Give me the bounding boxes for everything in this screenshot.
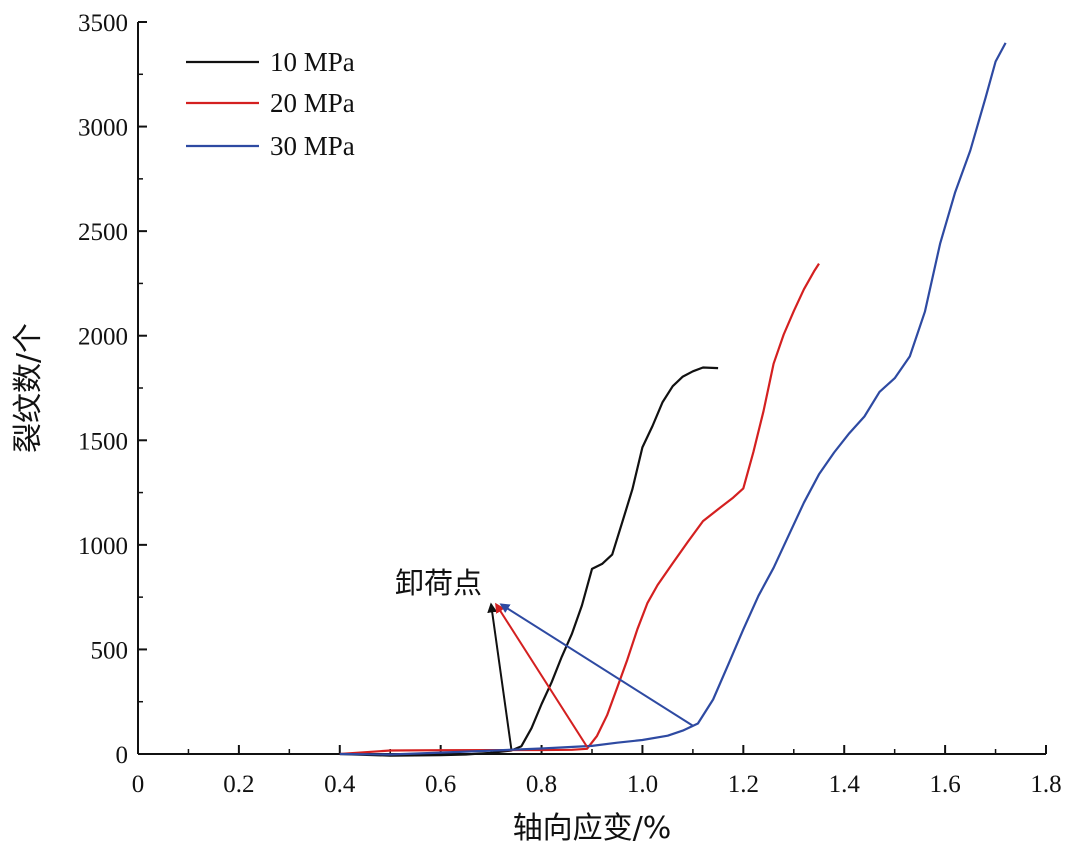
y-tick-label-2: 1000	[78, 533, 128, 560]
x-tick-label-4: 0.8	[526, 771, 557, 798]
legend-label-30mpa: 30 MPa	[270, 131, 355, 161]
series-layer	[339, 42, 1007, 757]
annotation-layer	[487, 602, 694, 749]
x-tick-label-2: 0.4	[324, 771, 356, 798]
x-tick-label-3: 0.6	[425, 771, 456, 798]
series-line-30-mpa	[339, 42, 1007, 756]
x-tick-label-6: 1.2	[728, 771, 759, 798]
y-tick-label-6: 3000	[78, 115, 128, 142]
series-line-10-mpa	[339, 366, 719, 757]
y-tick-label-1: 500	[91, 637, 129, 664]
legend-label-20mpa: 20 MPa	[270, 88, 355, 118]
y-ticks: 0 500 1000 1500 2000 2500 3000 3500	[78, 10, 147, 769]
x-tick-label-7: 1.4	[829, 771, 861, 798]
y-axis-title: 裂纹数/个	[11, 323, 46, 453]
x-tick-label-0: 0	[132, 771, 145, 798]
annotation-arrow-20-mpa	[495, 602, 588, 748]
series-line-20-mpa	[339, 263, 820, 756]
x-tick-label-5: 1.0	[627, 771, 658, 798]
x-tick-label-1: 0.2	[223, 771, 254, 798]
y-tick-label-0: 0	[116, 742, 129, 769]
x-ticks: 0 0.2 0.4 0.6 0.8 1.0 1.2 1.4 1.6 1.8	[132, 745, 1062, 798]
legend-label-10mpa: 10 MPa	[270, 47, 355, 77]
y-tick-label-5: 2500	[78, 219, 128, 246]
y-tick-label-7: 3500	[78, 10, 128, 37]
x-tick-label-9: 1.8	[1030, 771, 1061, 798]
annotation-arrow-30-mpa	[499, 603, 694, 727]
annotation-arrow-10-mpa	[487, 602, 513, 749]
x-tick-label-8: 1.6	[929, 771, 960, 798]
y-tick-label-3: 1500	[78, 428, 128, 455]
annotation-unloading-point: 卸荷点	[395, 566, 482, 600]
x-axis-title: 轴向应变/%	[513, 811, 672, 846]
y-tick-label-4: 2000	[78, 324, 128, 351]
legend: 10 MPa 20 MPa 30 MPa	[186, 47, 355, 161]
